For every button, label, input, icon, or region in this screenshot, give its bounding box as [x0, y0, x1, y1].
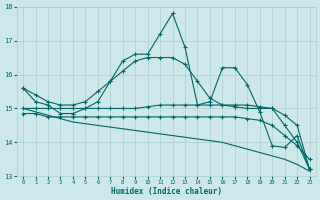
X-axis label: Humidex (Indice chaleur): Humidex (Indice chaleur) — [111, 187, 222, 196]
